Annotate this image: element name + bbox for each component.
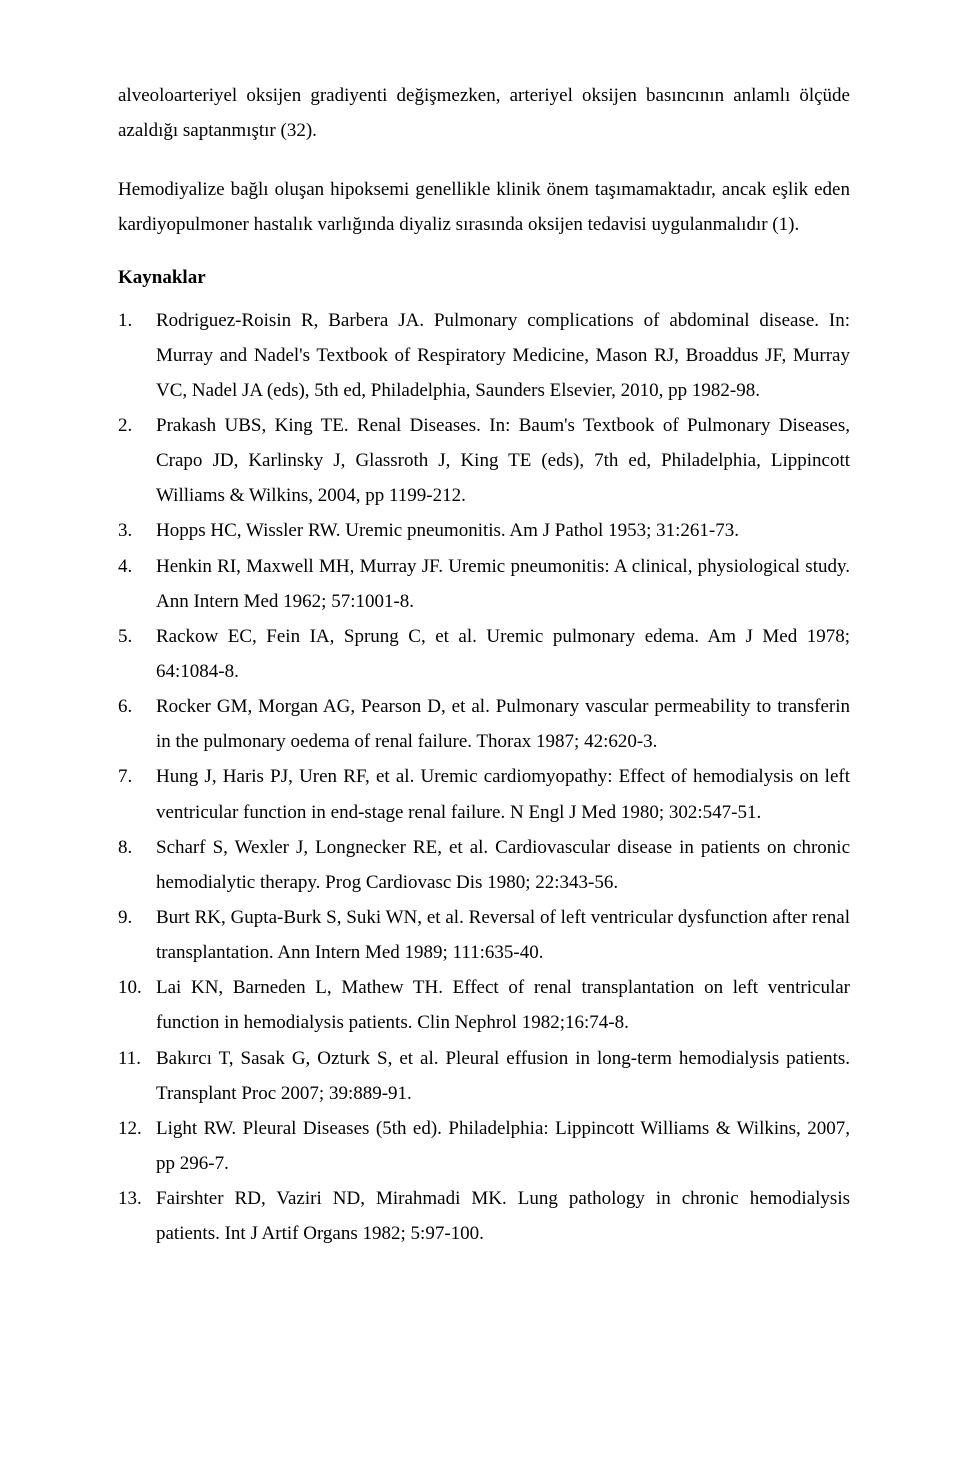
reference-item: Rodriguez-Roisin R, Barbera JA. Pulmonar… (118, 303, 850, 408)
reference-item: Scharf S, Wexler J, Longnecker RE, et al… (118, 830, 850, 900)
reference-item: Rackow EC, Fein IA, Sprung C, et al. Ure… (118, 619, 850, 689)
references-heading: Kaynaklar (118, 267, 850, 289)
reference-item: Lai KN, Barneden L, Mathew TH. Effect of… (118, 970, 850, 1040)
references-list: Rodriguez-Roisin R, Barbera JA. Pulmonar… (118, 303, 850, 1252)
reference-item: Bakırcı T, Sasak G, Ozturk S, et al. Ple… (118, 1041, 850, 1111)
reference-item: Hung J, Haris PJ, Uren RF, et al. Uremic… (118, 759, 850, 829)
reference-item: Henkin RI, Maxwell MH, Murray JF. Uremic… (118, 549, 850, 619)
reference-item: Rocker GM, Morgan AG, Pearson D, et al. … (118, 689, 850, 759)
intro-paragraph-2: Hemodiyalize bağlı oluşan hipoksemi gene… (118, 172, 850, 242)
reference-item: Hopps HC, Wissler RW. Uremic pneumonitis… (118, 513, 850, 548)
reference-item: Fairshter RD, Vaziri ND, Mirahmadi MK. L… (118, 1181, 850, 1251)
document-page: alveoloarteriyel oksijen gradiyenti deği… (0, 0, 960, 1329)
reference-item: Prakash UBS, King TE. Renal Diseases. In… (118, 408, 850, 513)
intro-paragraph-1: alveoloarteriyel oksijen gradiyenti deği… (118, 78, 850, 148)
reference-item: Light RW. Pleural Diseases (5th ed). Phi… (118, 1111, 850, 1181)
reference-item: Burt RK, Gupta-Burk S, Suki WN, et al. R… (118, 900, 850, 970)
